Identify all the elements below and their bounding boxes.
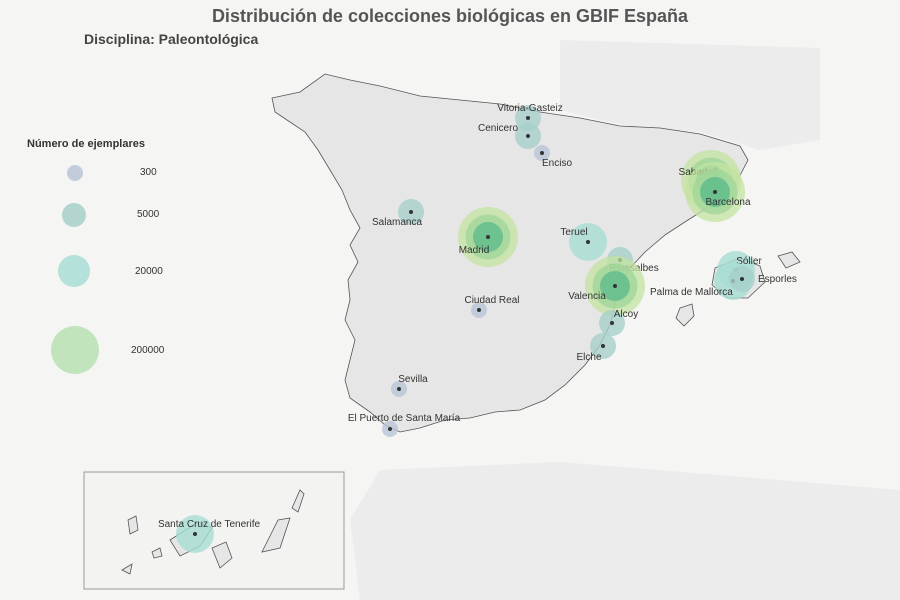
city-point — [409, 210, 413, 214]
city-point — [601, 344, 605, 348]
island-canary-6 — [151, 547, 163, 559]
legend-circle-5000 — [62, 203, 86, 227]
city-label: Sevilla — [398, 374, 428, 385]
city-marker: Valencia — [568, 256, 645, 316]
legend-circles — [51, 165, 99, 374]
city-label: Alcoy — [614, 309, 638, 320]
island-canary-7 — [121, 563, 133, 575]
city-marker: Alcoy — [599, 309, 638, 336]
legend-label-20000: 20000 — [135, 266, 163, 277]
legend-label-200000: 200000 — [131, 345, 165, 356]
island-canary-3 — [211, 541, 233, 569]
city-label: Salamanca — [372, 217, 422, 228]
island-menorca — [777, 251, 801, 269]
map-subtitle: Disciplina: Paleontológica — [84, 31, 259, 47]
canary-inset-frame — [83, 471, 345, 590]
city-label: Ciudad Real — [464, 295, 519, 306]
city-marker: Cenicero — [478, 123, 541, 149]
north-africa-landmass — [350, 462, 900, 600]
city-marker: Salamanca — [372, 199, 424, 228]
legend-title: Número de ejemplares — [27, 138, 145, 150]
city-point — [613, 284, 617, 288]
city-point — [526, 116, 530, 120]
city-marker: Elche — [576, 333, 616, 363]
city-marker: Teruel — [560, 223, 607, 261]
city-point — [713, 190, 717, 194]
city-point — [610, 321, 614, 325]
city-point — [477, 308, 481, 312]
island-canary-5 — [291, 489, 305, 513]
city-marker: Esporles — [729, 266, 797, 292]
legend-label-300: 300 — [140, 167, 157, 178]
city-marker: Santa Cruz de Tenerife — [158, 515, 261, 553]
city-marker: Sevilla — [391, 374, 428, 397]
city-label: Esporles — [758, 274, 797, 285]
city-label: Sóller — [736, 256, 762, 267]
city-label: Santa Cruz de Tenerife — [158, 519, 261, 530]
legend-circle-200000 — [51, 326, 99, 374]
city-label: Cenicero — [478, 123, 518, 134]
city-label: Valencia — [568, 291, 606, 302]
city-label: Vitoria-Gasteiz — [497, 103, 562, 114]
city-label: Enciso — [542, 158, 572, 169]
island-ibiza — [675, 303, 695, 327]
city-marker: Barcelona — [685, 162, 751, 222]
city-point — [397, 387, 401, 391]
city-label: Elche — [576, 352, 601, 363]
map-title: Distribución de colecciones biológicas e… — [211, 6, 689, 26]
island-canary-4 — [261, 517, 291, 553]
city-point — [526, 134, 530, 138]
city-point — [540, 151, 544, 155]
city-marker: Madrid — [458, 207, 518, 267]
city-label: Teruel — [560, 227, 587, 238]
city-label: Madrid — [459, 245, 490, 256]
legend-circle-300 — [67, 165, 83, 181]
legend-circle-20000 — [58, 255, 90, 287]
city-marker: Ciudad Real — [464, 295, 520, 318]
island-canary-1 — [127, 515, 139, 535]
city-label: Palma de Mallorca — [650, 287, 733, 298]
city-marker: Vitoria-Gasteiz — [497, 103, 563, 131]
france-landmass — [560, 40, 820, 150]
city-marker: El Puerto de Santa María — [348, 413, 461, 437]
legend-label-5000: 5000 — [137, 209, 160, 220]
city-label: El Puerto de Santa María — [348, 413, 461, 424]
city-point — [193, 532, 197, 536]
city-label: Barcelona — [705, 197, 750, 208]
city-marker: Enciso — [534, 145, 572, 169]
city-point — [486, 235, 490, 239]
city-point — [388, 427, 392, 431]
city-point — [740, 277, 744, 281]
bubbles-layer: Vitoria-GasteizCeniceroEncisoSabadellBar… — [158, 103, 797, 553]
city-point — [586, 240, 590, 244]
